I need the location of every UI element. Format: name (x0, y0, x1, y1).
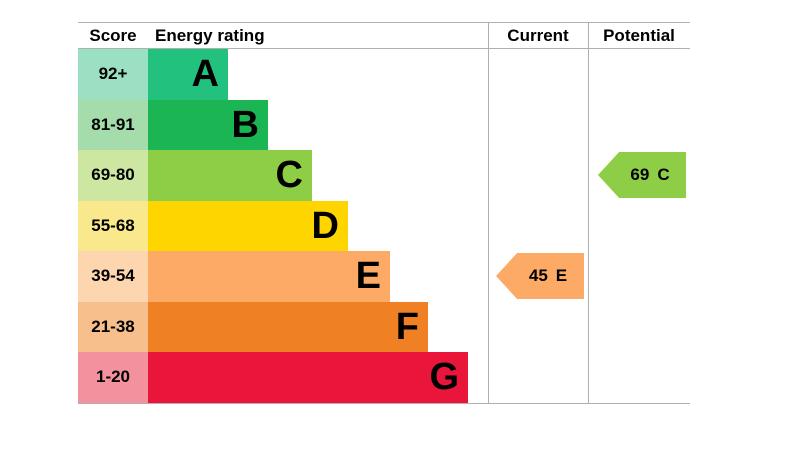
epc-rating-chart: Score Energy rating Current Potential 92… (78, 22, 690, 404)
potential-arrow: 69 C (598, 152, 686, 198)
score-range-c: 69-80 (78, 150, 148, 201)
potential-column: 69 C (588, 23, 690, 403)
band-letter-f: F (395, 305, 419, 348)
score-range-f: 21-38 (78, 301, 148, 352)
score-range-b: 81-91 (78, 99, 148, 150)
potential-band-letter: C (657, 165, 670, 184)
band-row-c: 69-80 C (78, 150, 690, 201)
band-bar-f: F (148, 301, 428, 352)
score-range-a: 92+ (78, 49, 148, 100)
current-arrow: 45 E (496, 253, 584, 299)
energy-rating-header: Energy rating (155, 25, 265, 45)
band-letter-d: D (311, 204, 339, 247)
band-row-a: 92+ A (78, 49, 690, 100)
score-header: Score (89, 25, 137, 45)
band-bar-d: D (148, 200, 348, 251)
potential-value: 69 (630, 165, 650, 184)
band-bar-b: B (148, 99, 268, 150)
band-bar-e: E (148, 251, 390, 302)
band-row-f: 21-38 F (78, 301, 690, 352)
band-letter-e: E (355, 255, 381, 298)
score-range-g: 1-20 (78, 352, 148, 403)
current-value: 45 (528, 266, 548, 285)
band-row-b: 81-91 B (78, 99, 690, 150)
band-letter-g: G (429, 356, 459, 399)
score-range-d: 55-68 (78, 200, 148, 251)
band-row-g: 1-20 G (78, 352, 690, 403)
current-header: Current (507, 25, 569, 45)
band-letter-c: C (275, 154, 303, 197)
potential-header: Potential (603, 25, 675, 45)
band-row-d: 55-68 D (78, 200, 690, 251)
band-bar-a: A (148, 49, 228, 100)
band-letter-b: B (231, 103, 259, 146)
band-bar-c: C (148, 150, 312, 201)
band-letter-a: A (191, 53, 219, 96)
current-column: 45 E (488, 23, 588, 403)
current-band-letter: E (555, 266, 568, 285)
band-bar-g: G (148, 352, 468, 403)
band-row-e: 39-54 E (78, 251, 690, 302)
score-range-e: 39-54 (78, 251, 148, 302)
header-row: Score Energy rating Current Potential (78, 23, 690, 49)
